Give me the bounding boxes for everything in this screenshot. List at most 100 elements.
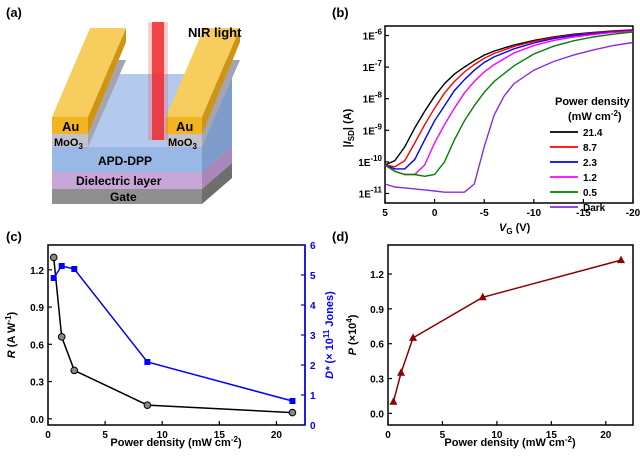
panel-b-xlabel: VG (V) [499,222,531,236]
moo3-right-label: MoO3 [168,137,197,151]
panel-b-series-line-0.5 [384,31,634,178]
nir-beam [152,22,164,140]
au-right-label: Au [176,119,193,134]
panel-c-ytick-right-label: 5 [310,271,316,282]
panel-b-xtick-label: -5 [480,208,489,219]
panel-c-frame [47,244,306,426]
panel-d-point [617,255,626,264]
panel-c-ytick-right-label: 2 [310,361,316,372]
panel-d-series-line [392,259,622,402]
au-left-side [88,28,126,134]
nir-light-label: NIR light [188,25,242,40]
semiconductor-layer-side [202,74,232,172]
panel-b-ytick-label: 1E-8 [363,91,383,106]
legend-title: Power density [555,96,630,108]
panel-c-point-R [288,408,297,417]
panel-c-point-R [70,366,79,375]
panel-b-label: (b) [332,5,349,20]
dielectric-label: Dielectric layer [76,174,162,188]
panel-b: (b) 5 0 -5 -10 -15 -20 1E-11 1E-10 1E-9 1E-8 1E-7 1… [332,5,640,236]
panel-c-point-D* [71,266,78,272]
panel-b-frame [384,25,634,204]
panel-b-ytick-label: 1E-6 [363,28,383,43]
panel-a-label: (a) [6,5,22,20]
panel-c-ytick-left-label: 0.3 [30,378,44,389]
legend-label-2.3: 2.3 [583,158,597,169]
panel-c-label: (c) [6,229,22,244]
moo3-left-label: MoO3 [54,137,83,151]
panel-c-ytick-right-label: 1 [310,391,316,402]
panel-b-ytick-label: 1E-10 [358,154,382,169]
nir-glow [148,22,168,140]
panel-d-ylabel: P (×104) [345,314,359,355]
panel-c-ytick-left-label: 0.0 [30,415,44,426]
panel-d-xtick-label: 20 [600,430,612,441]
panel-b-ylabel: |ISD| (A) [342,108,356,147]
panel-d-xlabel: Power density (mW cm-2) [444,435,576,449]
gate-label: Gate [110,190,137,204]
panel-d-xtick-label: 0 [385,430,391,441]
panel-c-xlabel: Power density (mW cm-2) [110,435,242,449]
au-left-upper [52,28,126,117]
dielectric-layer-front [52,172,202,189]
legend-label-Dark: Dark [583,203,606,214]
panel-d-ytick-label: 0.9 [370,305,384,316]
panel-c-ticks: 0 5 10 15 20 0.0 0.3 0.6 0.9 1.2 0 1 2 3 4 5 6 [30,241,316,441]
panel-d-ytick-label: 0.6 [370,340,384,351]
panel-c-ylabel-right: D* (× 1011 Jones) [322,291,336,379]
panel-d-ytick-label: 0.3 [370,375,384,386]
semiconductor-layer-front [52,147,202,172]
panel-c: (c) 0 5 10 15 20 0.0 0.3 0.6 0.9 1.2 0 1 2 3 4 5 6 Power… [4,229,336,449]
panel-d-point [389,397,398,405]
panel-c-point-R [57,333,66,341]
panel-c-ytick-right-label: 4 [310,301,316,312]
panel-c-ylabel-left: R (A W-1) [4,311,18,358]
panel-b-series-line-Dark [384,41,634,193]
panel-c-point-D* [58,263,65,269]
panel-c-point-D* [289,398,296,404]
panel-b-xtick-label: 5 [382,208,388,219]
legend-unit: (mW cm-2) [568,109,622,123]
panel-b-legend: Power density (mW cm-2) 21.4 8.7 2.3 1.2 0.5… [550,96,630,214]
panel-c-ytick-right-label: 0 [310,421,316,432]
panel-d-ticks: 0 5 10 15 20 0.0 0.3 0.6 0.9 1.2 [370,270,612,441]
panel-c-ytick-right-label: 3 [310,331,316,342]
gate-layer-front [52,189,202,204]
panel-c-series [49,253,297,417]
panel-b-xtick-label: -15 [576,208,591,219]
panel-d-xtick-label: 15 [546,430,558,441]
panel-c-ytick-left-label: 0.9 [30,303,44,314]
au-right-front [166,117,202,134]
panel-c-series-line-R [52,257,293,414]
moo3-right-front [166,134,202,147]
panel-b-ytick-label: 1E-11 [359,185,383,200]
panel-c-xtick-label: 10 [157,430,169,441]
panel-d-xtick-label: 10 [491,430,503,441]
gate-layer-side [202,163,232,204]
panel-b-ytick-label: 1E-7 [363,59,383,74]
panel-c-series-line-D* [53,265,293,402]
panel-d-frame [387,244,634,426]
dielectric-layer-side [202,146,232,189]
panel-c-point-R [143,401,152,409]
panel-b-xtick-label: -10 [527,208,542,219]
panel-c-ytick-left-label: 1.2 [30,266,44,277]
panel-d-series [389,255,626,405]
legend-label-1.2: 1.2 [583,173,597,184]
panel-d: (d) 0 5 10 15 20 0.0 0.3 0.6 0.9 1.2 Power densit… [332,229,634,449]
au-left-front [52,117,88,134]
panel-d-label: (d) [332,229,349,244]
panel-c-ytick-left-label: 0.6 [30,340,44,351]
legend-label-8.7: 8.7 [583,143,597,154]
panel-b-xtick-label: 0 [432,208,438,219]
panel-c-ytick-right-label: 6 [310,241,316,252]
panel-b-ticks: 5 0 -5 -10 -15 -20 1E-11 1E-10 1E-9 1E-8 1E-7 1E-6 [358,28,640,219]
panel-c-xtick-label: 15 [214,430,226,441]
panel-b-xtick-label: -20 [626,208,640,219]
panel-d-ytick-label: 1.2 [370,270,384,281]
semiconductor-label: APD-DPP [98,154,152,168]
panel-d-ytick-label: 0.0 [370,409,384,420]
panel-d-point [409,333,418,341]
panel-c-point-D* [144,359,151,365]
